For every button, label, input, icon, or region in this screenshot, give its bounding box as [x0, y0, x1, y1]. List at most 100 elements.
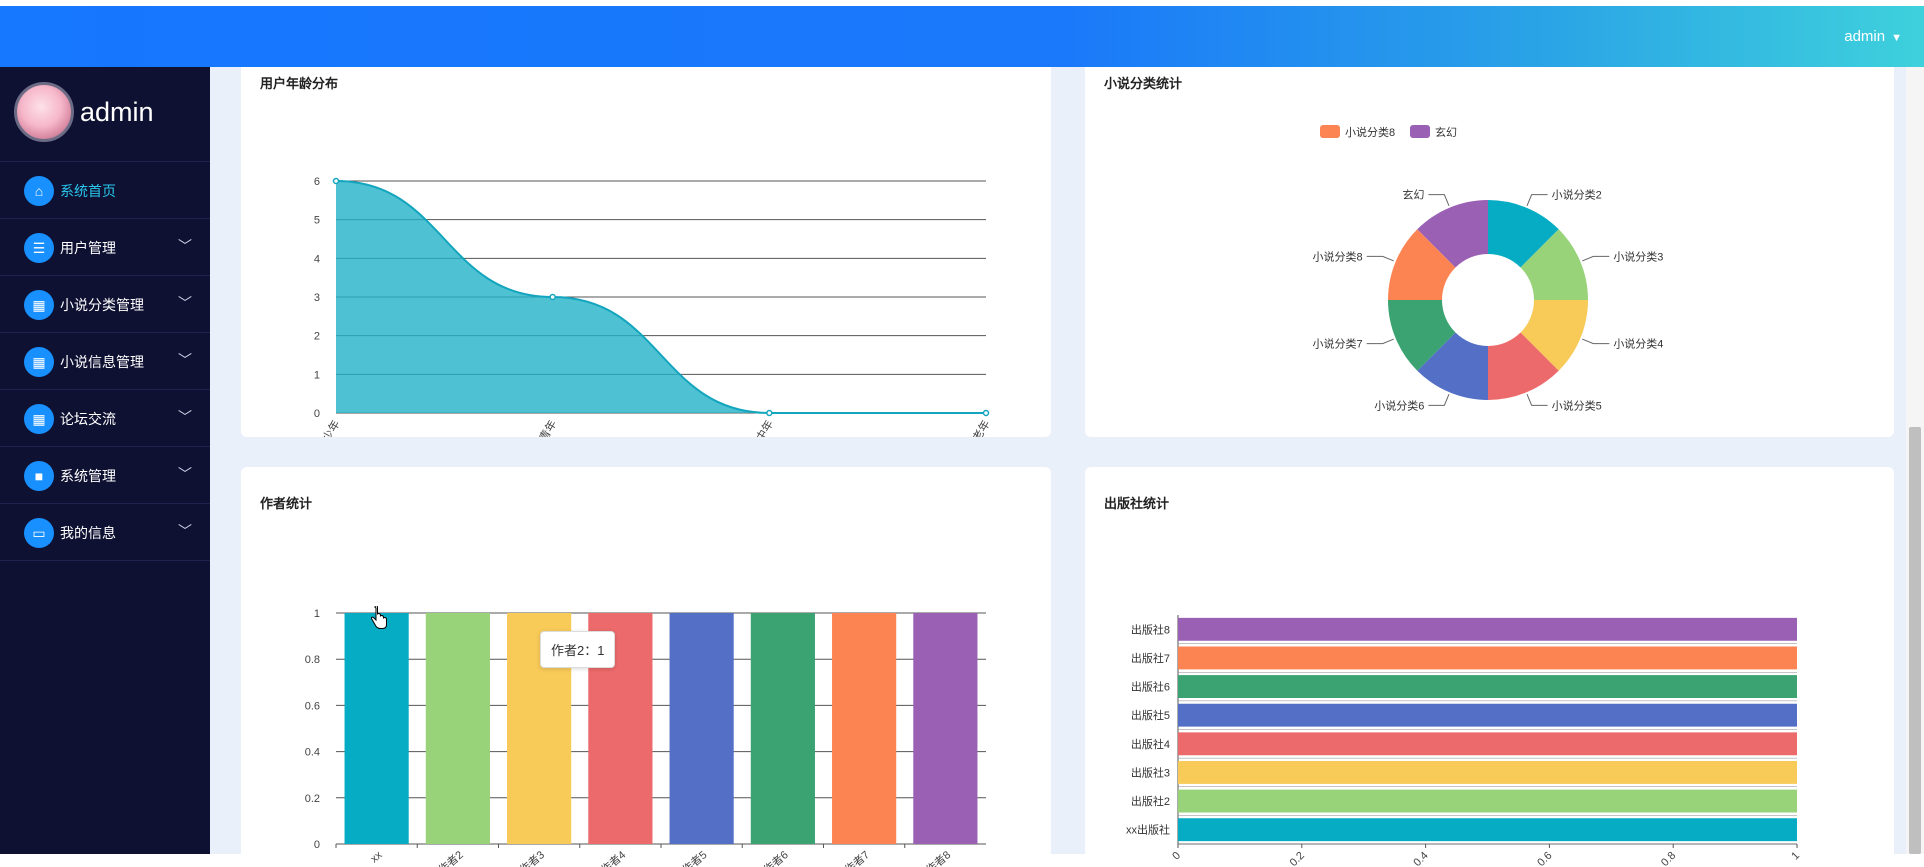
y-tick-label: 0.8: [305, 654, 320, 666]
pie-slice: [1388, 229, 1456, 300]
data-point: [332, 177, 340, 185]
slice-label: 玄幻: [1402, 188, 1424, 202]
chevron-down-icon: ﹀: [178, 466, 192, 482]
y-tick-label: 0.2: [305, 793, 320, 805]
sidebar-item-label: 小说信息管理: [60, 354, 144, 370]
y-tick-label: 出版社4: [1131, 737, 1170, 751]
label-leader-line: [1366, 255, 1394, 262]
sidebar-item-my-info[interactable]: ▭ 我的信息 ﹀: [0, 504, 210, 561]
x-tick-label: 作者5: [680, 848, 710, 867]
x-tick-label: 作者7: [842, 848, 872, 867]
slice-label: 小说分类7: [1313, 337, 1363, 351]
slice-label: 小说分类5: [1552, 398, 1602, 412]
pie-slice: [1488, 332, 1559, 400]
x-tick-label: 0.6: [1535, 850, 1554, 867]
label-leader-line: [1428, 194, 1450, 206]
chevron-down-icon: ﹀: [178, 409, 192, 425]
pie-slice: [1417, 200, 1488, 268]
x-tick-label: 老年: [969, 418, 992, 438]
home-icon: ⌂: [24, 176, 54, 206]
user-dropdown[interactable]: admin ▼: [1844, 28, 1902, 45]
briefcase-icon: ■: [24, 461, 54, 491]
y-tick-label: 5: [314, 215, 320, 227]
y-tick-label: 出版社2: [1131, 794, 1170, 808]
sidebar-item-novel-management[interactable]: ▦ 小说信息管理 ﹀: [0, 333, 210, 390]
y-tick-label: 3: [314, 292, 320, 304]
x-tick-label: 1: [1789, 850, 1802, 863]
bar: [669, 613, 734, 844]
legend-label: 小说分类8: [1345, 125, 1395, 139]
bar: [832, 613, 897, 844]
grid-icon: ▦: [24, 290, 54, 320]
sidebar-item-category-management[interactable]: ▦ 小说分类管理 ﹀: [0, 276, 210, 333]
slice-label: 小说分类6: [1374, 398, 1424, 412]
y-tick-label: 1: [314, 369, 320, 381]
publisher-bar-chart: xx出版社 出版社2 出版社3 出版社4 出版社5 出版社6 出版社7 出版社8 0 0.2 0.4…: [1126, 615, 1802, 867]
bar: [1178, 675, 1797, 699]
area-fill: [336, 181, 986, 413]
slice-label: 小说分类3: [1613, 249, 1663, 263]
sidebar-item-label: 论坛交流: [60, 411, 116, 427]
sidebar-item-user-management[interactable]: ☰ 用户管理 ﹀: [0, 219, 210, 276]
legend-label: 玄幻: [1435, 125, 1457, 139]
bar: [1178, 818, 1797, 842]
data-point: [766, 409, 773, 417]
y-tick-label: 出版社8: [1131, 622, 1170, 636]
y-tick-label: xx出版社: [1126, 823, 1170, 837]
x-tick-label: 0: [1170, 850, 1183, 863]
y-tick-label: 出版社5: [1131, 708, 1170, 722]
sidebar-item-home[interactable]: ⌂ 系统首页: [0, 162, 210, 219]
bar: [913, 613, 978, 844]
label-leader-line: [1582, 255, 1610, 262]
avatar: [14, 82, 74, 142]
top-header-bar: admin ▼: [0, 6, 1924, 67]
data-point: [549, 293, 556, 301]
legend-swatch: [1410, 125, 1430, 138]
x-tick-label: 作者4: [598, 848, 628, 867]
x-tick-label: 青年: [536, 418, 559, 438]
card-title: 作者统计: [260, 496, 313, 511]
slice-label: 小说分类2: [1552, 188, 1602, 202]
pie-slice: [1388, 300, 1456, 371]
bar: [1178, 732, 1797, 756]
label-leader-line: [1526, 194, 1548, 206]
bar: [1178, 617, 1797, 641]
y-tick-label: 0.4: [305, 747, 320, 759]
sidebar-item-label: 小说分类管理: [60, 297, 144, 313]
scrollbar-thumb[interactable]: [1909, 427, 1921, 854]
chevron-down-icon: ﹀: [178, 523, 192, 539]
y-tick-label: 0: [314, 408, 320, 420]
sidebar-item-system-management[interactable]: ■ 系统管理 ﹀: [0, 447, 210, 504]
y-tick-label: 出版社6: [1131, 680, 1170, 694]
y-tick-label: 6: [314, 176, 320, 188]
y-tick-label: 4: [314, 253, 320, 265]
sidebar: admin ⌂ 系统首页 ☰ 用户管理 ﹀ ▦ 小说分类管理 ﹀ ▦ 小说信息管…: [0, 67, 210, 854]
card-icon: ▭: [24, 518, 54, 548]
grid-icon: ▦: [24, 404, 54, 434]
author-statistics-card: 作者统计 0 0.2 0.4 0.6 0.8 1 xx 作者2 作者3 作者4 作者5 作者6 作者7 作…: [241, 467, 1051, 867]
sidebar-item-forum[interactable]: ▦ 论坛交流 ﹀: [0, 390, 210, 447]
y-tick-label: 0: [314, 839, 320, 851]
bar: [425, 613, 490, 844]
legend-swatch: [1320, 125, 1340, 138]
mouse-cursor-icon: [370, 606, 387, 629]
y-tick-label: 2: [314, 331, 320, 343]
chevron-down-icon: ﹀: [178, 238, 192, 254]
data-point: [982, 409, 990, 417]
chevron-down-icon: ﹀: [178, 295, 192, 311]
novel-category-pie-chart: 小说分类8 玄幻小说分类2小说分类3小说分类4小说分类5小说分类6小说分类7小说分…: [1313, 125, 1663, 412]
label-leader-line: [1526, 394, 1548, 406]
bar: [750, 613, 815, 844]
list-icon: ☰: [24, 233, 54, 263]
bar: [1178, 760, 1797, 784]
y-tick-label: 出版社3: [1131, 765, 1170, 779]
scrollbar[interactable]: [1906, 67, 1924, 854]
chart-tooltip: 作者2：1: [540, 631, 616, 668]
pie-slice: [1520, 229, 1588, 300]
x-tick-label: 0.8: [1659, 850, 1678, 867]
age-chart: 0 1 2 3 4 5 6 青少年 青年 中年 老年: [314, 176, 993, 438]
x-tick-label: 青少年: [314, 418, 343, 438]
caret-down-icon: ▼: [1891, 32, 1902, 44]
x-tick-label: 0.2: [1288, 850, 1307, 867]
sidebar-item-label: 我的信息: [60, 525, 116, 541]
